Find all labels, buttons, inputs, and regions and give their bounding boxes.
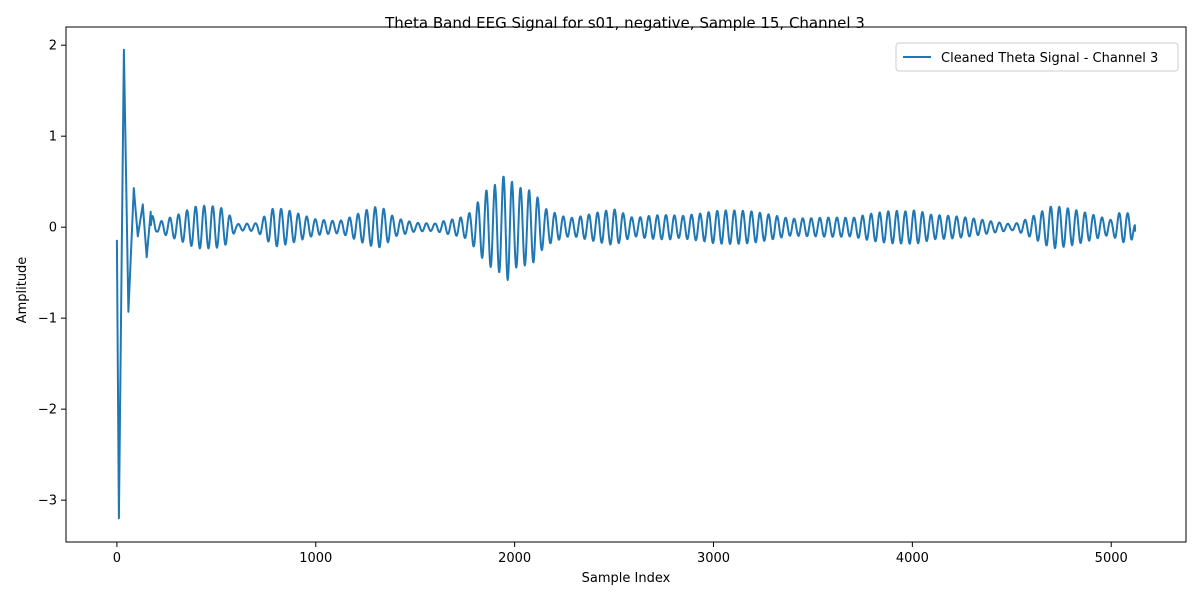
x-axis-label: Sample Index xyxy=(582,571,671,586)
x-tick-label: 1000 xyxy=(299,551,332,566)
x-tick-label: 3000 xyxy=(697,551,730,566)
series-line-cleaned-theta-signal xyxy=(115,48,1137,520)
y-tick-label: 1 xyxy=(49,130,57,145)
y-tick-label: −3 xyxy=(38,494,57,509)
legend: Cleaned Theta Signal - Channel 3 xyxy=(895,42,1179,72)
plot-area xyxy=(115,48,1137,520)
chart-title: Theta Band EEG Signal for s01, negative,… xyxy=(384,14,865,32)
y-tick-label: −1 xyxy=(38,312,57,327)
plot-frame xyxy=(65,26,1187,543)
legend-box xyxy=(895,42,1179,72)
y-axis-label: Amplitude xyxy=(15,257,30,324)
y-tick-label: 2 xyxy=(49,39,57,54)
y-axis: −3 −2 −1 0 1 2 xyxy=(38,39,66,509)
y-tick-label: −2 xyxy=(38,403,57,418)
x-tick-label: 5000 xyxy=(1095,551,1128,566)
legend-label: Cleaned Theta Signal - Channel 3 xyxy=(941,51,1158,66)
y-tick-label: 0 xyxy=(49,221,57,236)
x-tick-label: 2000 xyxy=(498,551,531,566)
x-tick-label: 4000 xyxy=(896,551,929,566)
x-axis: 0 1000 2000 3000 4000 5000 xyxy=(113,542,1128,566)
x-tick-label: 0 xyxy=(113,551,121,566)
